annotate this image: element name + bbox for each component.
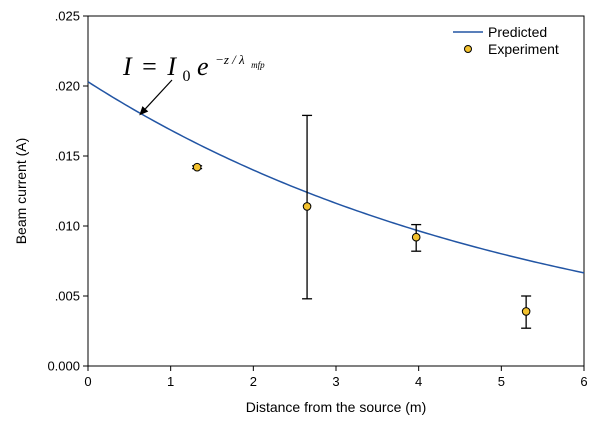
- y-tick-label: .005: [55, 289, 80, 304]
- x-tick-label: 6: [580, 374, 587, 389]
- data-point-experiment: [521, 307, 531, 316]
- series-layer: [87, 81, 585, 329]
- legend-label-experiment: Experiment: [488, 41, 559, 57]
- y-tick-label: 0.000: [47, 359, 80, 374]
- eq-exponent: −z / λ: [215, 52, 245, 67]
- x-axis-title: Distance from the source (m): [246, 399, 427, 415]
- data-point-experiment: [411, 232, 421, 242]
- svg-text:I = I 0: I = I 0 e −z / λ mfp: [122, 41, 265, 87]
- eq-I: I: [122, 52, 133, 81]
- legend-label-predicted: Predicted: [488, 24, 547, 40]
- y-tick-label: .025: [55, 9, 80, 24]
- x-tick-label: 3: [332, 374, 339, 389]
- arrow-pointer: [144, 79, 173, 110]
- data-point-experiment: [302, 202, 312, 211]
- y-axis: 0.000 .005 .010 .015 .020 .025: [47, 9, 88, 374]
- eq-sub0: 0: [183, 68, 191, 85]
- x-tick-label: 0: [84, 374, 91, 389]
- y-axis-title: Beam current (A): [13, 138, 29, 245]
- x-tick-label: 5: [498, 374, 505, 389]
- x-tick-label: 4: [415, 374, 422, 389]
- series-line-predicted: [87, 81, 585, 274]
- equation-annotation: I = I 0 e −z / λ mfp: [122, 41, 265, 116]
- legend-marker-experiment: [464, 45, 472, 53]
- legend: Predicted Experiment: [453, 24, 559, 57]
- eq-I0: I: [166, 52, 177, 81]
- eq-equals: =: [142, 52, 157, 81]
- eq-mfp: mfp: [251, 60, 265, 70]
- y-tick-label: .010: [55, 219, 80, 234]
- arrow-head-icon: [139, 106, 149, 116]
- x-axis: 0 1 2 3 4 5 6: [84, 366, 588, 389]
- y-tick-label: .020: [55, 79, 80, 94]
- x-tick-label: 1: [167, 374, 174, 389]
- x-tick-label: 2: [250, 374, 257, 389]
- y-tick-label: .015: [55, 149, 80, 164]
- data-point-experiment: [192, 162, 202, 172]
- eq-e: e: [197, 52, 209, 81]
